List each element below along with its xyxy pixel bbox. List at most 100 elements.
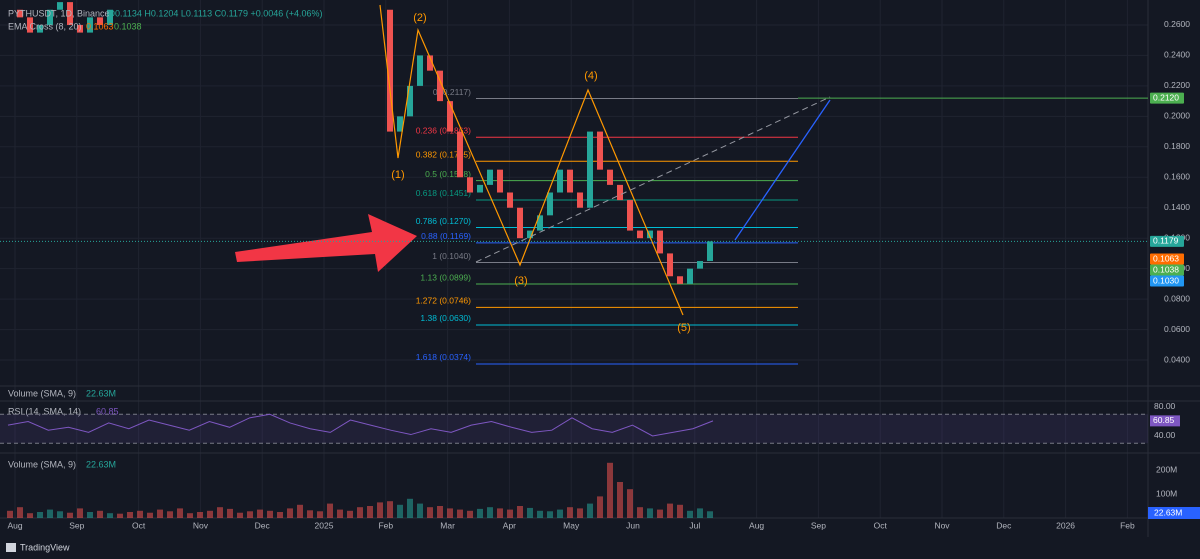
candle bbox=[87, 17, 93, 33]
candle bbox=[597, 131, 603, 170]
volume-bar bbox=[247, 511, 253, 518]
candle bbox=[57, 2, 63, 10]
volume-bar bbox=[357, 507, 363, 518]
rsi-tag-label: 60.85 bbox=[1153, 415, 1175, 425]
volume-bar bbox=[467, 510, 473, 518]
x-tick-label: Jun bbox=[626, 520, 640, 530]
rsi-tick-label: 40.00 bbox=[1154, 430, 1176, 440]
x-tick-label: Aug bbox=[749, 520, 764, 530]
trend-dashed bbox=[475, 96, 831, 263]
volume-bar bbox=[17, 507, 23, 518]
volume-bar bbox=[317, 511, 323, 518]
x-tick-label: Dec bbox=[996, 520, 1012, 530]
candle bbox=[17, 9, 23, 18]
candle bbox=[437, 70, 443, 102]
volume-bar bbox=[577, 508, 583, 518]
volume-bar bbox=[367, 506, 373, 518]
volume-bar bbox=[627, 489, 633, 518]
volume-tag-label: 22.63M bbox=[1154, 507, 1182, 517]
x-tick-label: Oct bbox=[132, 520, 146, 530]
volume-bar bbox=[497, 508, 503, 518]
volume-bar bbox=[157, 509, 163, 518]
fib-label: 0.382 (0.1705) bbox=[416, 150, 471, 160]
volume-bar bbox=[527, 507, 533, 518]
x-tick-label: Apr bbox=[503, 520, 516, 530]
candle bbox=[37, 24, 43, 33]
x-tick-label: Feb bbox=[378, 520, 393, 530]
volume-bar bbox=[77, 508, 83, 518]
wave-lines bbox=[379, 4, 684, 316]
y-tick-label: 0.1800 bbox=[1164, 141, 1190, 151]
fib-label: 1.272 (0.0746) bbox=[416, 296, 471, 306]
x-tick-label: Dec bbox=[255, 520, 271, 530]
candle bbox=[657, 230, 663, 254]
fib-label: 0.5 (0.1578) bbox=[425, 169, 471, 179]
price-tag bbox=[1150, 92, 1184, 104]
candle bbox=[587, 131, 593, 208]
candle bbox=[107, 9, 113, 25]
volume-bar bbox=[437, 506, 443, 518]
candle bbox=[77, 24, 83, 33]
volume-bar bbox=[127, 512, 133, 518]
volume-bar bbox=[507, 509, 513, 518]
volume-bar bbox=[297, 504, 303, 518]
x-tick-label: Nov bbox=[934, 520, 950, 530]
volume-bar bbox=[227, 508, 233, 518]
candle bbox=[567, 169, 573, 193]
volume-bar bbox=[597, 496, 603, 518]
candle bbox=[517, 207, 523, 239]
y-tick-label: 0.0400 bbox=[1164, 354, 1190, 364]
volume-bar bbox=[667, 503, 673, 518]
x-tick-label: Mar bbox=[440, 520, 455, 530]
volume-bar bbox=[557, 509, 563, 518]
candle bbox=[537, 215, 543, 231]
candle bbox=[477, 184, 483, 193]
candle bbox=[707, 241, 713, 262]
wave-label: (5) bbox=[677, 322, 690, 334]
candle bbox=[497, 169, 503, 193]
volume-bar bbox=[377, 502, 383, 518]
volume-bar bbox=[97, 510, 103, 518]
y-tick-label: 0.2000 bbox=[1164, 111, 1190, 121]
volume-bar bbox=[67, 512, 73, 518]
candle bbox=[527, 230, 533, 239]
volume-bar bbox=[167, 511, 173, 518]
volume-bar bbox=[187, 513, 193, 518]
volume-bar bbox=[587, 503, 593, 518]
grid bbox=[0, 0, 1148, 518]
candle bbox=[697, 261, 703, 269]
candle bbox=[397, 116, 403, 132]
rsi-tick-label: 80.00 bbox=[1154, 401, 1176, 411]
price-tag bbox=[1150, 253, 1184, 265]
volume-bar bbox=[347, 510, 353, 518]
fib-label: 1.618 (0.0374) bbox=[416, 352, 471, 362]
volume-bar bbox=[87, 512, 93, 518]
symbol: PYTHUSDT, 1D, Binance bbox=[8, 8, 110, 18]
volume-bar bbox=[657, 509, 663, 518]
candle bbox=[447, 101, 453, 132]
y-tick-label: 0.2200 bbox=[1164, 80, 1190, 90]
volume-title: Volume (SMA, 9) bbox=[8, 459, 76, 469]
volume-bar bbox=[547, 511, 553, 518]
fib-label: 0.236 (0.1863) bbox=[416, 125, 471, 135]
volume-bar bbox=[447, 508, 453, 518]
rsi-header-value: 60.85 bbox=[96, 406, 119, 416]
y-tick-label: 0.1400 bbox=[1164, 202, 1190, 212]
candle bbox=[557, 169, 563, 193]
volume-bar bbox=[277, 512, 283, 518]
ema-name: EMA Cross (8, 20) bbox=[8, 21, 82, 31]
fib-label: 0 (0.2117) bbox=[433, 87, 471, 97]
arrow bbox=[235, 214, 417, 272]
wave-label: (2) bbox=[413, 12, 426, 24]
volume-bar bbox=[677, 504, 683, 518]
ema-slow: 0.1038 bbox=[114, 21, 142, 31]
volume-bar bbox=[647, 508, 653, 518]
volume-bar bbox=[617, 482, 623, 518]
y-tick-label: 0.1600 bbox=[1164, 172, 1190, 182]
price-tag-label: 0.1179 bbox=[1153, 236, 1179, 246]
candle bbox=[27, 17, 33, 33]
price-tag-label: 0.1063 bbox=[1153, 253, 1179, 263]
ohlc: O0.1134 H0.1204 L0.1113 C0.1179 +0.0046 … bbox=[108, 8, 323, 18]
volume-bar bbox=[107, 513, 113, 518]
volume-sma: 22.63M bbox=[86, 388, 116, 398]
